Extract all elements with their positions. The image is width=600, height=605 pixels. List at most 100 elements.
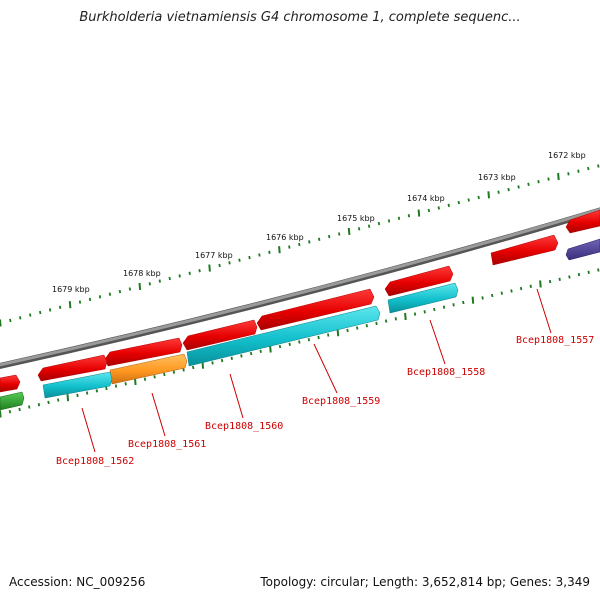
ruler-minor-tick [457, 200, 460, 205]
gene-arrow-reverse[interactable] [387, 282, 459, 314]
gene-arrow-reverse[interactable] [42, 371, 113, 399]
ruler-minor-tick [88, 297, 92, 302]
ruler-minor-tick [47, 400, 50, 405]
ruler-minor-tick [365, 324, 368, 328]
ruler-minor-tick [427, 208, 431, 213]
ruler-minor-tick [248, 255, 251, 260]
kbp-label: 1678 kbp [123, 269, 161, 278]
ruler-minor-tick [211, 361, 214, 365]
ruler-minor-tick [249, 351, 253, 356]
ruler-major-tick [0, 319, 2, 327]
outer-position-ruler [0, 164, 600, 327]
ruler-minor-tick [452, 303, 455, 307]
ruler-minor-tick [397, 216, 401, 220]
ruler-minor-tick [558, 277, 561, 281]
ruler-minor-tick [8, 410, 12, 414]
gene-arrow-forward[interactable] [0, 374, 21, 393]
ruler-major-tick [138, 282, 142, 290]
ruler-major-tick [417, 209, 421, 217]
gene-label[interactable]: Bcep1808_1558 [407, 367, 485, 378]
ruler-minor-tick [597, 268, 600, 272]
ruler-minor-tick [467, 198, 470, 202]
gene-label[interactable]: Bcep1808_1560 [205, 421, 283, 432]
gene-label[interactable]: Bcep1808_1559 [302, 396, 380, 407]
ruler-minor-tick [447, 203, 450, 207]
ruler-minor-tick [238, 258, 241, 262]
ruler-minor-tick [172, 370, 176, 374]
ruler-major-tick [336, 329, 340, 337]
ruler-minor-tick [240, 354, 243, 358]
ruler-minor-tick [387, 219, 391, 223]
kbp-label-group: 1672 kbp 1673 kbp 1674 kbp 1675 kbp 1676… [52, 151, 586, 294]
leader-line [151, 392, 166, 437]
ruler-major-tick [404, 312, 407, 321]
ruler-minor-tick [567, 172, 570, 176]
gene-arrow-reverse[interactable] [565, 238, 600, 261]
ruler-minor-tick [163, 372, 166, 377]
ruler-minor-tick [433, 307, 436, 312]
gene-arrow-reverse[interactable] [0, 391, 25, 411]
ruler-minor-tick [587, 166, 590, 171]
ruler-minor-tick [9, 318, 12, 323]
ruler-minor-tick [367, 224, 371, 228]
ruler-minor-tick [39, 310, 42, 315]
gene-arrow-forward[interactable] [256, 288, 375, 331]
ruler-major-tick [208, 264, 211, 272]
ruler-minor-tick [477, 195, 480, 200]
ruler-minor-tick [118, 289, 122, 294]
ruler-major-tick [487, 191, 490, 199]
ruler-minor-tick [462, 300, 465, 305]
ruler-minor-tick [327, 333, 330, 337]
ruler-major-tick [66, 394, 70, 402]
ruler-minor-tick [377, 221, 381, 226]
ruler-minor-tick [105, 386, 108, 391]
gene-arrow-forward[interactable] [37, 354, 108, 382]
gene-arrow-forward[interactable] [490, 234, 559, 266]
gene-label[interactable]: Bcep1808_1562 [56, 456, 134, 467]
ruler-minor-tick [519, 286, 523, 291]
ruler-minor-tick [568, 275, 571, 279]
ruler-minor-tick [18, 407, 21, 412]
gene-arrow-forward[interactable] [182, 319, 258, 351]
gene-arrow-reverse[interactable] [109, 353, 188, 385]
ruler-minor-tick [510, 289, 513, 293]
ruler-minor-tick [29, 313, 32, 317]
ruler-minor-tick [76, 393, 79, 398]
ruler-minor-tick [507, 187, 510, 192]
ruler-minor-tick [218, 263, 221, 268]
ruler-minor-tick [230, 356, 233, 360]
ruler-minor-tick [148, 282, 151, 286]
gene-label[interactable]: Bcep1808_1557 [516, 335, 594, 346]
ruler-major-tick [471, 296, 475, 304]
ruler-minor-tick [57, 398, 60, 402]
ruler-major-tick [539, 280, 542, 288]
ruler-major-tick [278, 246, 281, 254]
gene-label[interactable]: Bcep1808_1561 [128, 439, 206, 450]
ruler-minor-tick [537, 180, 540, 184]
ruler-minor-tick [497, 190, 500, 194]
ruler-major-tick [68, 301, 72, 309]
ruler-minor-tick [278, 344, 282, 349]
ruler-minor-tick [48, 308, 52, 312]
ruler-minor-tick [597, 164, 600, 168]
gene-arrow-reverse[interactable] [186, 305, 381, 367]
gene-arrow-forward[interactable] [384, 265, 454, 297]
ruler-minor-tick [317, 335, 320, 340]
ruler-minor-tick [517, 185, 520, 189]
leader-line [81, 407, 96, 453]
ruler-minor-tick [198, 269, 201, 273]
ruler-major-tick [347, 227, 351, 235]
ruler-minor-tick [37, 403, 41, 407]
gene-arrow-forward[interactable] [565, 209, 600, 234]
ruler-minor-tick [577, 169, 580, 173]
genome-summary-text: Topology: circular; Length: 3,652,814 bp… [260, 575, 590, 589]
kbp-label: 1673 kbp [478, 173, 516, 182]
ruler-minor-tick [500, 291, 503, 295]
ruler-minor-tick [258, 253, 261, 257]
kbp-label: 1679 kbp [52, 285, 90, 294]
kbp-label: 1675 kbp [337, 214, 375, 223]
ruler-minor-tick [28, 405, 31, 409]
ruler-minor-tick [220, 358, 224, 363]
ruler-minor-tick [307, 338, 311, 342]
